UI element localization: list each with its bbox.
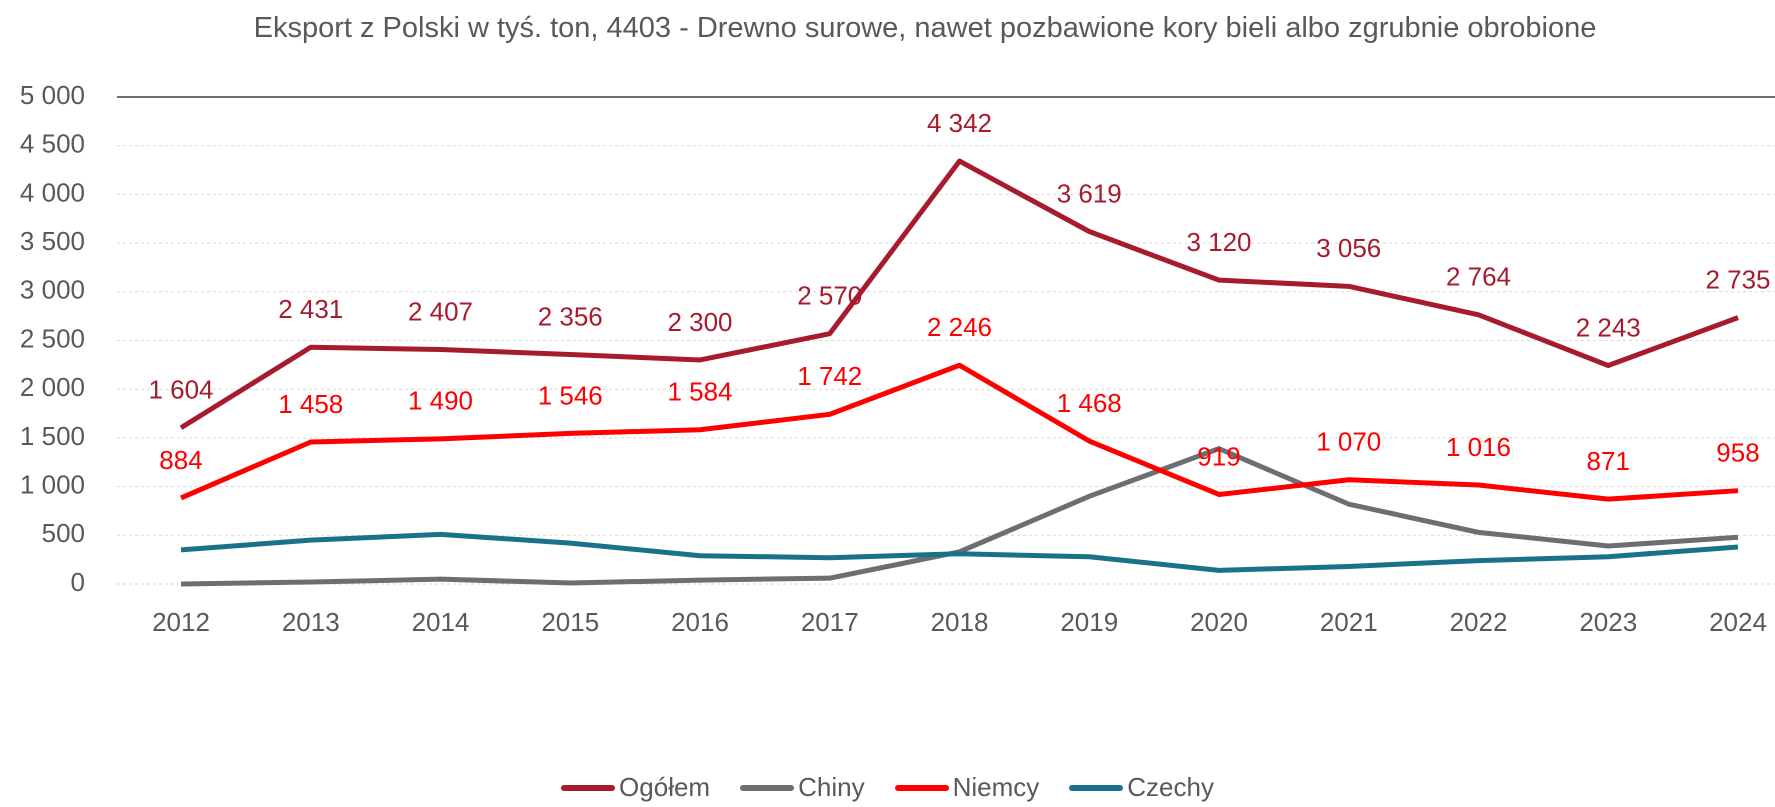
x-tick-label: 2017 <box>801 607 859 637</box>
x-tick-label: 2019 <box>1060 607 1118 637</box>
x-tick-label: 2018 <box>931 607 989 637</box>
x-tick-label: 2020 <box>1190 607 1248 637</box>
x-tick-label: 2013 <box>282 607 340 637</box>
y-tick-label: 4 000 <box>20 177 85 207</box>
x-tick-label: 2016 <box>671 607 729 637</box>
data-label: 1 546 <box>538 380 603 410</box>
data-label: 2 735 <box>1705 264 1770 294</box>
y-tick-label: 5 000 <box>20 80 85 110</box>
legend-swatch <box>894 784 949 791</box>
legend-item: Chiny <box>740 772 865 803</box>
data-label: 1 458 <box>278 389 343 419</box>
data-label: 4 342 <box>927 108 992 138</box>
series-line <box>180 362 1739 502</box>
y-tick-label: 500 <box>42 518 85 548</box>
series-line <box>180 531 1739 573</box>
x-tick-label: 2012 <box>152 607 210 637</box>
x-tick-label: 2023 <box>1579 607 1637 637</box>
y-tick-label: 2 500 <box>20 323 85 353</box>
y-tick-label: 4 500 <box>20 129 85 159</box>
y-tick-label: 3 000 <box>20 275 85 305</box>
legend-label: Niemcy <box>952 772 1040 802</box>
chart-title: Eksport z Polski w tyś. ton, 4403 - Drew… <box>253 12 1597 44</box>
data-label: 2 431 <box>278 294 343 324</box>
legend-item: Niemcy <box>894 772 1040 803</box>
data-label: 2 243 <box>1576 312 1641 342</box>
x-tick-label: 2015 <box>541 607 599 637</box>
data-label: 1 584 <box>667 377 732 407</box>
y-tick-label: 2 000 <box>20 372 85 402</box>
data-label: 2 570 <box>797 281 862 311</box>
data-label: 871 <box>1587 446 1630 476</box>
data-label: 1 070 <box>1316 427 1381 457</box>
series-line <box>179 158 1739 430</box>
data-label: 2 300 <box>667 307 732 337</box>
x-tick-label: 2021 <box>1320 607 1378 637</box>
series-line <box>180 446 1739 587</box>
legend-label: Ogółem <box>619 772 711 802</box>
chart: Eksport z Polski w tyś. ton, 4403 - Drew… <box>20 12 1775 637</box>
legend: Ogółem Chiny Niemcy Czechy <box>0 772 1775 803</box>
data-label: 1 468 <box>1057 388 1122 418</box>
y-tick-label: 3 500 <box>20 226 85 256</box>
y-tick-label: 1 000 <box>20 469 85 499</box>
y-tick-label: 0 <box>71 567 85 597</box>
data-label: 958 <box>1716 438 1759 468</box>
title-box: Eksport z Polski w tyś. ton, 4403 - Drew… <box>253 12 1597 44</box>
data-label: 2 764 <box>1446 262 1511 292</box>
data-label: 884 <box>159 445 202 475</box>
legend-item: Czechy <box>1069 772 1214 803</box>
data-label: 3 056 <box>1316 233 1381 263</box>
y-tick-label: 1 500 <box>20 421 85 451</box>
data-label: 2 407 <box>408 296 473 326</box>
legend-item: Ogółem <box>561 772 710 803</box>
data-label: 1 016 <box>1446 432 1511 462</box>
data-label: 3 619 <box>1057 178 1122 208</box>
legend-label: Czechy <box>1127 772 1214 802</box>
x-tick-label: 2014 <box>412 607 470 637</box>
x-tick-label: 2024 <box>1709 607 1767 637</box>
data-label: 2 356 <box>538 301 603 331</box>
legend-swatch <box>740 784 795 791</box>
data-label: 1 490 <box>408 386 473 416</box>
data-label: 919 <box>1197 441 1240 471</box>
legend-swatch <box>561 784 616 791</box>
x-tick-label: 2022 <box>1450 607 1508 637</box>
legend-label: Chiny <box>798 772 865 802</box>
data-label: 2 246 <box>927 312 992 342</box>
data-label: 3 120 <box>1186 227 1251 257</box>
data-label: 1 742 <box>797 361 862 391</box>
data-label: 1 604 <box>148 375 213 405</box>
legend-swatch <box>1069 784 1124 791</box>
